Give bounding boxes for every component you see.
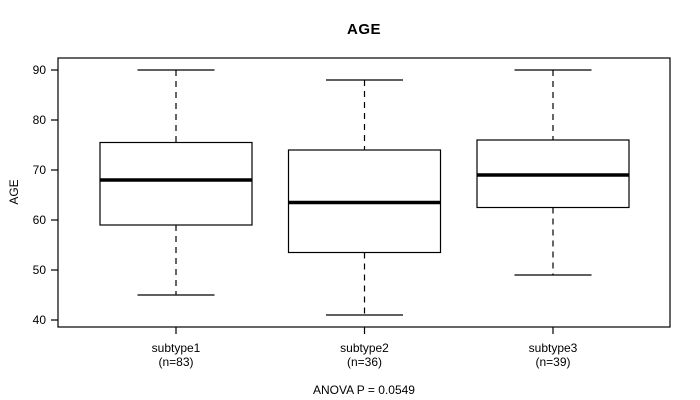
x-group-label: subtype3 — [529, 341, 578, 355]
chart-title: AGE — [346, 21, 382, 38]
y-axis-tick-label: 70 — [33, 163, 47, 177]
y-axis-tick-label: 90 — [33, 63, 47, 77]
iqr-box — [99, 141, 253, 226]
x-group-count-label: (n=83) — [158, 355, 193, 369]
x-group-label: subtype1 — [152, 341, 201, 355]
x-group-count-label: (n=36) — [347, 355, 382, 369]
x-group-count-label: (n=39) — [535, 355, 570, 369]
y-axis-tick-label: 60 — [33, 213, 47, 227]
y-axis-tick-label: 50 — [33, 263, 47, 277]
y-axis-tick-label: 40 — [33, 313, 47, 327]
anova-annotation: ANOVA P = 0.0549 — [313, 383, 415, 397]
y-axis-tick-label: 80 — [33, 113, 47, 127]
x-group-label: subtype2 — [340, 341, 389, 355]
